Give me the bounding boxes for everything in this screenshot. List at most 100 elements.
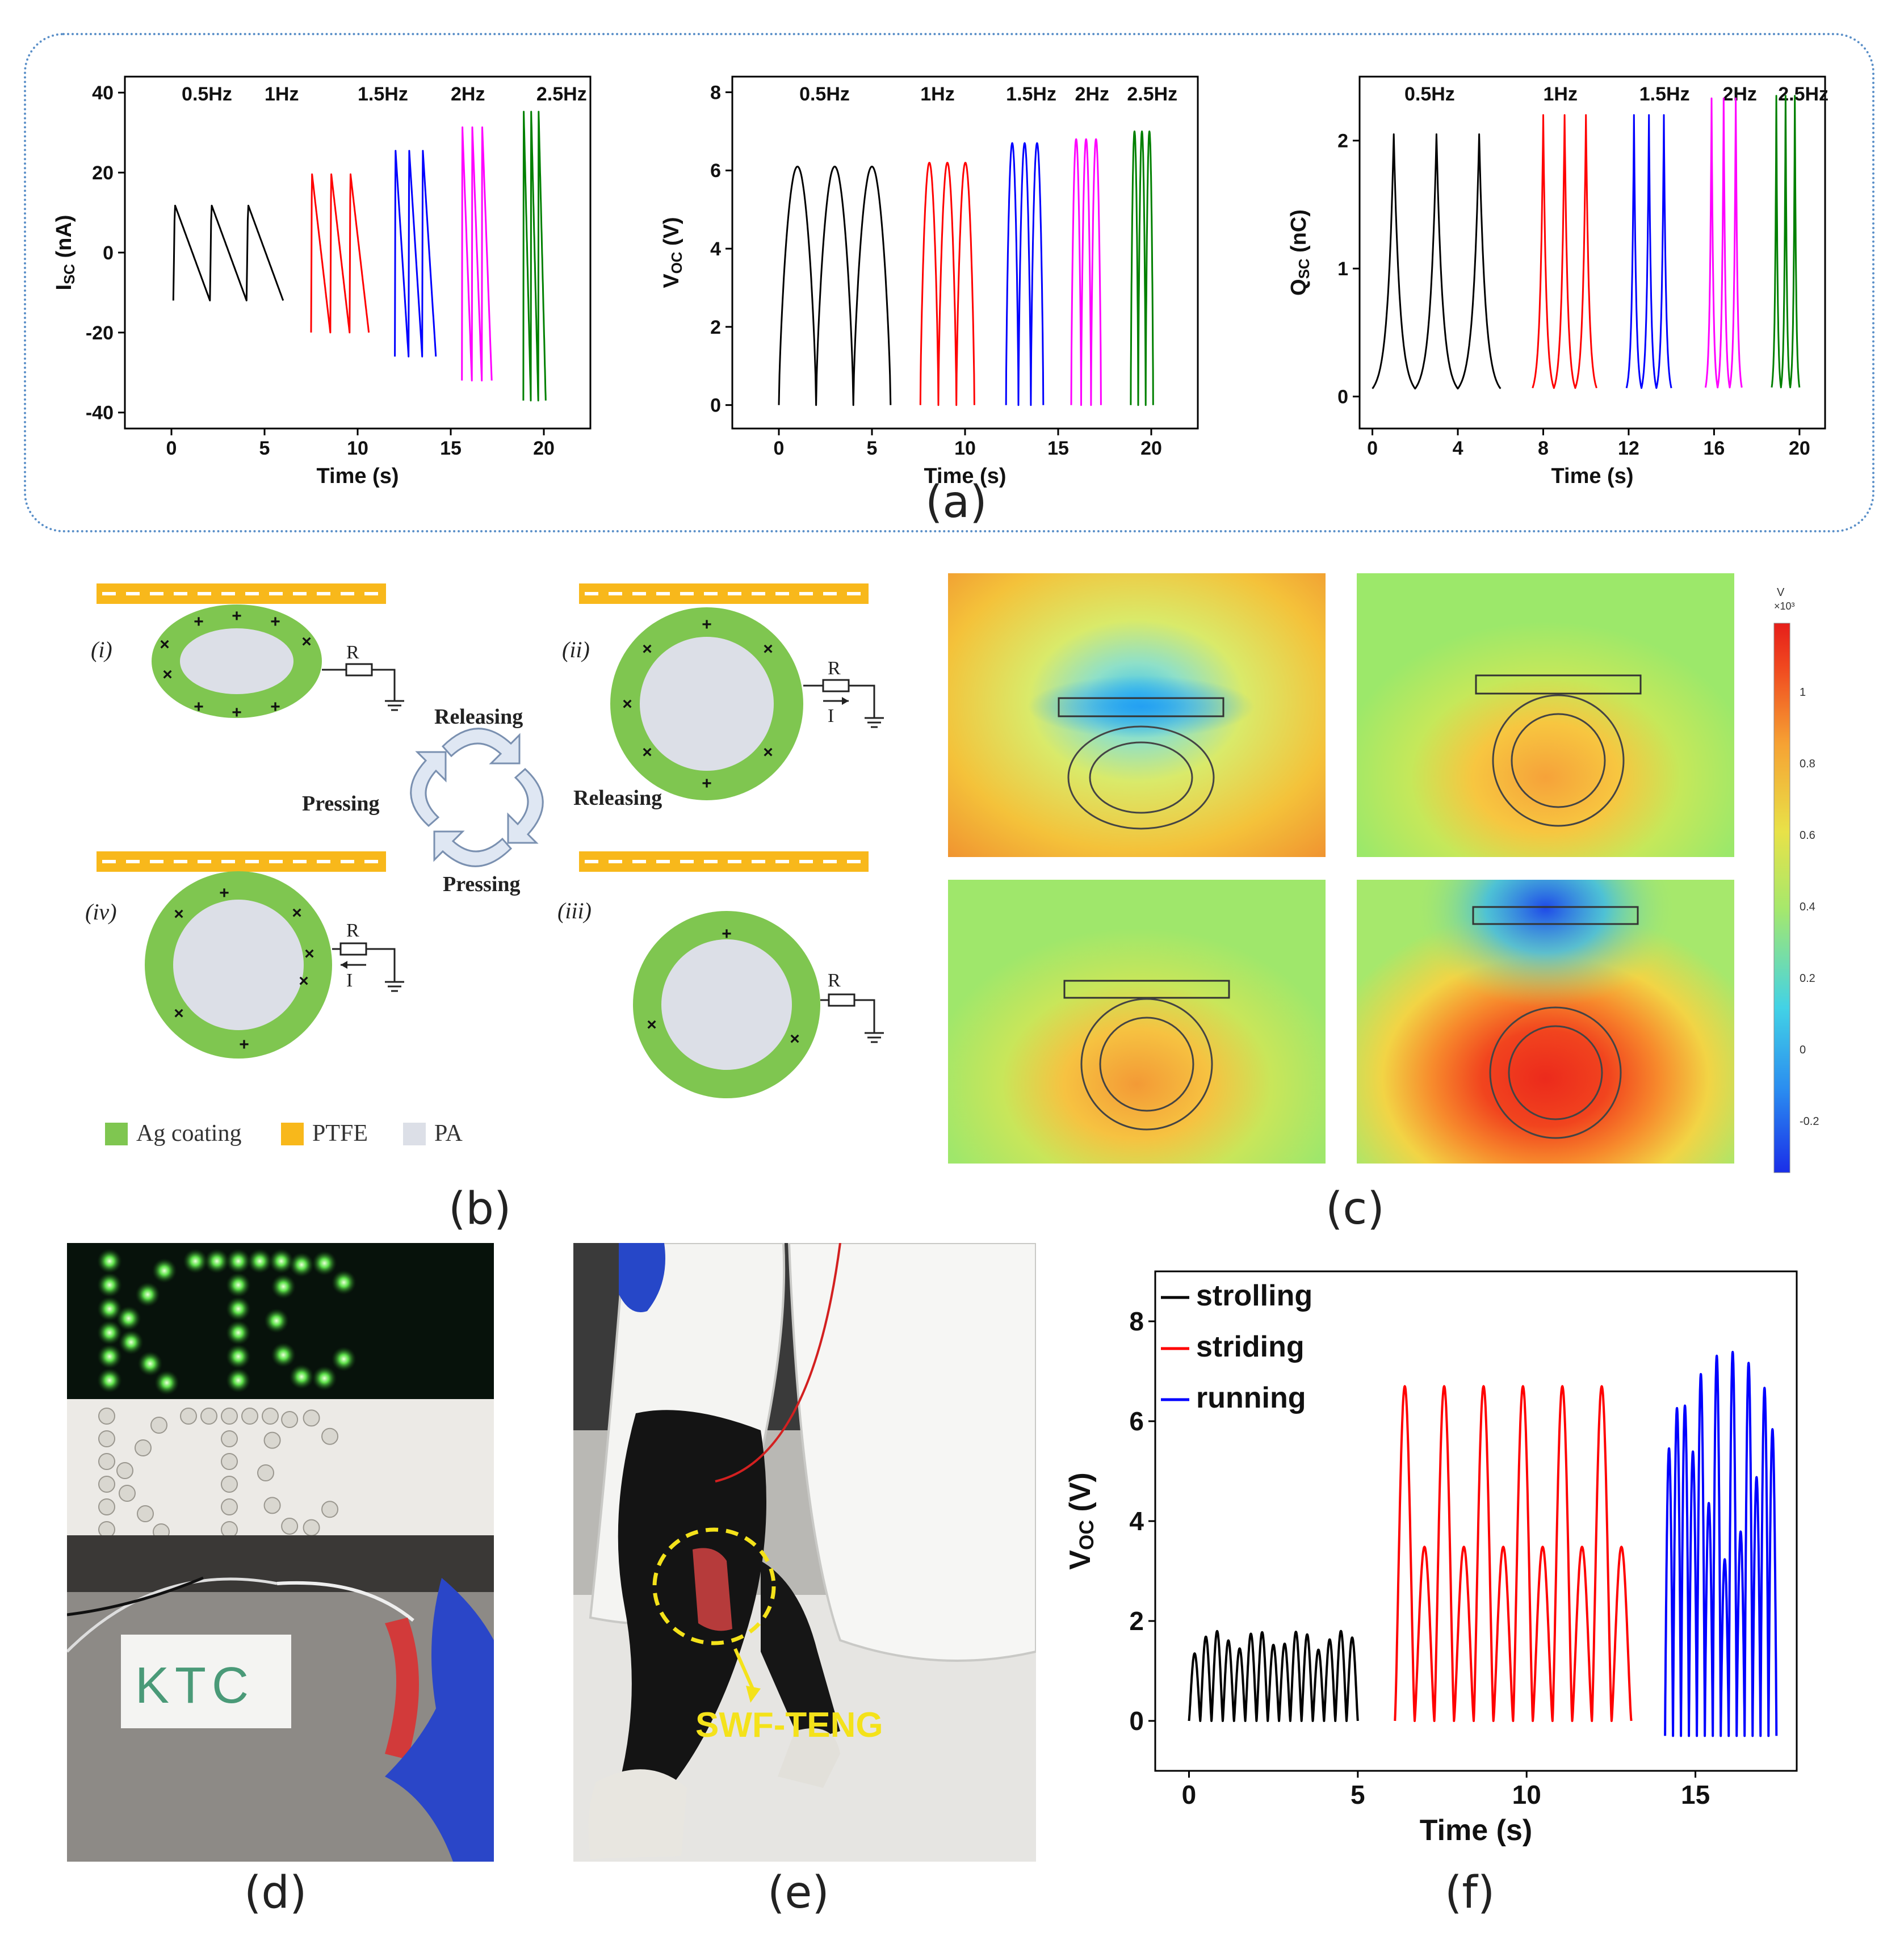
led-unlit (257, 1464, 274, 1481)
led-unlit (221, 1498, 238, 1515)
led-lit (312, 1366, 337, 1391)
colorbar-tick-0.8: 0.8 (1800, 758, 1815, 770)
legend-ag-coating: Ag coating (136, 1120, 241, 1147)
led-unlit (98, 1476, 115, 1493)
frequency-label: 1.5Hz (358, 83, 408, 105)
x-tick-label: 10 (347, 438, 368, 459)
svg-text:×: × (642, 743, 652, 762)
x-axis-label: Time (s) (316, 464, 399, 488)
state-iv-fiber: + × × × × + × (145, 871, 404, 1059)
led-unlit (281, 1411, 299, 1429)
series-line-15Hz (1625, 114, 1672, 389)
led-lit (264, 1308, 289, 1333)
state-label-iii: (iii) (557, 898, 592, 923)
x-tick-label: 15 (1047, 438, 1069, 459)
panel-label-c: (c) (1326, 1183, 1385, 1234)
led-unlit (98, 1498, 115, 1515)
y-tick-label: 8 (710, 82, 721, 103)
led-lit (97, 1249, 122, 1274)
led-lit (152, 1258, 177, 1283)
y-tick-label: 0 (103, 242, 114, 264)
legend-label: strolling (1196, 1279, 1312, 1312)
led-unlit (150, 1417, 167, 1434)
led-lit (225, 1344, 251, 1369)
cycle-label-pressing-bottom: Pressing (443, 872, 521, 896)
frequency-label: 2Hz (451, 83, 485, 105)
ptfe-layer-bottom-left (97, 851, 386, 872)
ptfe-layer-top-right (579, 583, 869, 604)
svg-text:+: + (232, 607, 242, 625)
panel-c-simulation: V ×10³ 1 0.8 0.6 0.4 0.2 0 -0.2 (948, 573, 1819, 1173)
y-tick-label: 40 (92, 82, 114, 104)
series-line-25Hz (1771, 95, 1801, 389)
led-lit (271, 1274, 296, 1299)
x-tick-label: 20 (1789, 438, 1810, 459)
svg-text:×: × (763, 743, 773, 762)
svg-text:+: + (270, 612, 280, 631)
resistor-label-iii: R (828, 970, 841, 991)
led-unlit (221, 1453, 238, 1470)
colorbar-scale: ×10³ (1774, 600, 1795, 612)
led-unlit (221, 1476, 238, 1493)
cycle-label-pressing-left: Pressing (302, 792, 380, 816)
panel-label-d: (d) (244, 1867, 307, 1918)
x-tick-label: 10 (1512, 1780, 1541, 1809)
led-lit (225, 1320, 251, 1345)
x-tick-label: 5 (867, 438, 878, 459)
x-tick-label: 5 (259, 438, 270, 459)
resistor-label-iv: R (346, 920, 359, 941)
svg-text:×: × (301, 632, 312, 651)
led-unlit (303, 1519, 320, 1536)
led-unlit (98, 1521, 115, 1538)
svg-text:×: × (647, 1015, 657, 1034)
x-tick-label: 8 (1538, 438, 1549, 459)
y-tick-label: -40 (86, 402, 114, 424)
led-lit (97, 1273, 122, 1297)
panel-label-f: (f) (1445, 1867, 1495, 1918)
frequency-label: 1Hz (1543, 83, 1577, 105)
series-line-2Hz (1070, 138, 1102, 406)
frequency-label: 2.5Hz (536, 83, 587, 105)
frequency-label: 2.5Hz (1127, 83, 1177, 105)
series-line-15Hz (1005, 142, 1045, 406)
series-line-25Hz (1130, 130, 1154, 406)
led-unlit (241, 1408, 258, 1425)
y-tick-label: 20 (92, 162, 114, 184)
colorbar-tick-0.6: 0.6 (1800, 829, 1815, 842)
frequency-label: 1.5Hz (1639, 83, 1690, 105)
frequency-label: 2Hz (1722, 83, 1756, 105)
y-axis-label: VOC (V) (660, 217, 685, 288)
x-tick-label: 20 (533, 438, 555, 459)
state-label-ii: (ii) (562, 637, 590, 662)
x-axis-label: Time (s) (924, 464, 1006, 488)
y-tick-label: 1 (1337, 258, 1348, 280)
series-line-2Hz (1704, 97, 1743, 389)
led-array-board (98, 1408, 339, 1540)
led-lit (135, 1282, 161, 1307)
colorbar: V ×10³ 1 0.8 0.6 0.4 0.2 0 -0.2 (1773, 586, 1819, 1173)
x-tick-label: 12 (1618, 438, 1639, 459)
chart-isc: 0 5 10 15 20 -40 -20 0 20 40 Time (s) ISC (nA) 0.5Hz… (52, 75, 592, 488)
panel-b-legend: Ag coating PTFE PA (105, 1120, 463, 1147)
led-unlit (137, 1505, 154, 1522)
led-lit (225, 1249, 251, 1274)
svg-text:+: + (270, 698, 280, 716)
ptfe-layer-top-left (97, 583, 386, 604)
x-axis-label: Time (s) (1420, 1814, 1532, 1847)
led-lit (289, 1252, 314, 1278)
panel-d-photo: KTC (67, 1243, 494, 1862)
chart-walk: 0 5 10 15 0 2 4 6 8 Time (s) VOC (V) strolling strid… (1064, 1270, 1798, 1847)
series-line-2Hz (461, 126, 493, 381)
led-lit (289, 1364, 314, 1389)
frequency-label: 1Hz (920, 83, 954, 105)
series-line-1Hz (1532, 114, 1597, 389)
panel-label-b: (b) (448, 1183, 511, 1234)
svg-text:+: + (239, 1035, 249, 1054)
led-unlit (98, 1453, 115, 1470)
frequency-label: 1Hz (265, 83, 299, 105)
y-tick-label: 0 (1337, 387, 1348, 408)
svg-text:×: × (160, 635, 170, 654)
svg-text:×: × (299, 972, 309, 990)
svg-text:+: + (232, 703, 242, 722)
